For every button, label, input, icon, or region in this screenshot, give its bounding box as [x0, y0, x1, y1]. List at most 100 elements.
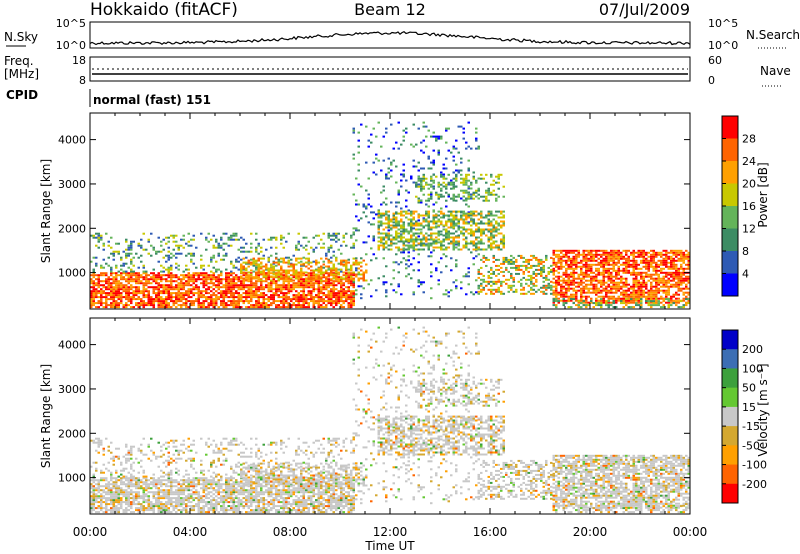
power-cell: [232, 300, 235, 303]
power-cell: [615, 285, 618, 288]
power-cell: [212, 302, 215, 305]
power-cell: [335, 269, 338, 272]
power-cell: [667, 285, 670, 288]
power-cell: [585, 299, 588, 302]
power-cell: [592, 285, 595, 288]
power-cell: [635, 281, 638, 284]
power-cell: [105, 282, 108, 285]
power-cell: [142, 266, 145, 269]
power-cell: [360, 293, 363, 296]
power-cell: [685, 267, 688, 270]
power-cell: [155, 298, 158, 301]
power-cell: [195, 286, 198, 289]
power-cell: [670, 257, 673, 260]
power-cell: [100, 236, 103, 239]
power-cell: [260, 261, 263, 264]
power-cell: [457, 228, 460, 231]
power-cell: [687, 275, 690, 278]
power-cell: [662, 279, 665, 282]
power-cell: [295, 273, 298, 276]
power-cell: [270, 296, 273, 299]
power-cell: [147, 240, 150, 243]
power-cell: [262, 269, 265, 272]
power-cell: [552, 291, 555, 294]
power-cell: [97, 246, 100, 249]
power-cell: [270, 288, 273, 291]
power-cell: [440, 233, 443, 236]
power-cell: [667, 261, 670, 264]
power-cell: [440, 135, 443, 138]
power-cell: [580, 302, 583, 305]
power-cell: [175, 256, 178, 259]
power-cell: [680, 257, 683, 260]
power-cell: [555, 279, 558, 282]
power-cell: [252, 292, 255, 295]
power-cell: [527, 266, 530, 269]
power-cell: [172, 276, 175, 279]
power-cell: [115, 290, 118, 293]
power-cell: [460, 214, 463, 217]
power-cell: [235, 300, 238, 303]
power-cell: [270, 275, 273, 278]
power-cell: [397, 191, 400, 194]
power-cell: [455, 235, 458, 238]
power-cell: [295, 282, 298, 285]
power-cell: [335, 300, 338, 303]
power-cell: [647, 279, 650, 282]
power-cell: [182, 298, 185, 301]
power-cell: [600, 299, 603, 302]
power-cell: [655, 293, 658, 296]
power-cell: [572, 249, 575, 252]
power-cell: [105, 278, 108, 281]
power-cell: [555, 298, 558, 301]
power-cell: [137, 302, 140, 305]
power-cell: [177, 268, 180, 271]
power-cell: [232, 298, 235, 301]
power-cell: [287, 259, 290, 262]
power-cell: [115, 286, 118, 289]
power-cell: [267, 238, 270, 241]
power-cell: [587, 251, 590, 254]
power-cell: [380, 224, 383, 227]
power-cell: [640, 295, 643, 298]
power-cell: [200, 306, 203, 309]
power-cell: [155, 296, 158, 299]
power-cell: [597, 269, 600, 272]
power-cell: [132, 240, 135, 243]
power-cell: [490, 212, 493, 215]
power-cell: [425, 220, 428, 223]
power-cell: [652, 293, 655, 296]
power-cell: [302, 302, 305, 305]
power-cell: [242, 246, 245, 249]
power-cell: [277, 296, 280, 299]
power-cell: [502, 260, 505, 263]
power-cell: [495, 210, 498, 213]
power-cell: [420, 189, 423, 192]
power-cell: [610, 301, 613, 304]
power-cell: [450, 181, 453, 184]
power-cell: [680, 249, 683, 252]
power-cell: [460, 173, 463, 176]
power-cell: [437, 153, 440, 156]
power-cell: [655, 281, 658, 284]
power-cell: [175, 292, 178, 295]
colorbar-swatch: [722, 161, 738, 184]
power-cell: [495, 282, 498, 285]
power-cell: [480, 216, 483, 219]
power-cell: [440, 271, 443, 274]
power-cell: [257, 271, 260, 274]
power-cell: [352, 153, 355, 156]
power-cell: [407, 230, 410, 233]
power-cell: [682, 277, 685, 280]
power-cell: [130, 260, 133, 263]
power-cell: [675, 265, 678, 268]
power-cell: [410, 244, 413, 247]
power-cell: [577, 275, 580, 278]
power-cell: [212, 284, 215, 287]
power-cell: [315, 296, 318, 299]
power-cell: [590, 301, 593, 304]
power-cell: [130, 306, 133, 309]
power-cell: [395, 216, 398, 219]
power-cell: [592, 289, 595, 292]
power-cell: [405, 240, 408, 243]
